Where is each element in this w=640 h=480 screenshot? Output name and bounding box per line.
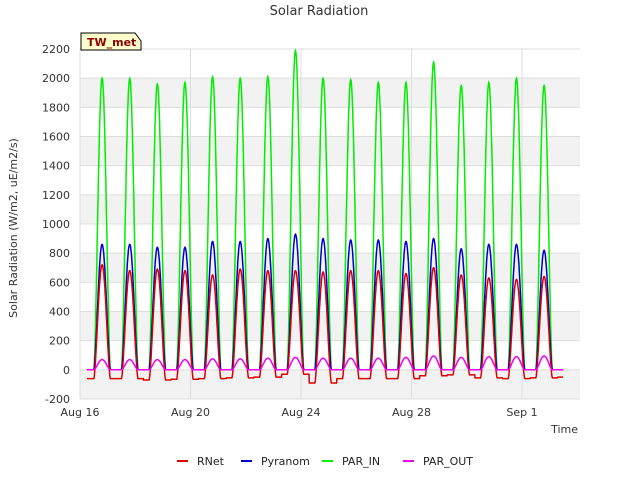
y-tick-label: 800 [49,247,70,260]
series-line-rnet [86,263,564,384]
y-tick-label: 400 [49,306,70,319]
x-tick-label: Aug 20 [171,406,210,419]
site-label-badge: TW_met [80,32,142,51]
x-axis-label: Time [550,423,578,436]
y-tick-label: 200 [49,335,70,348]
legend-label: PAR_OUT [423,455,473,468]
plot-band [80,136,580,166]
chart-title: Solar Radiation [270,4,369,19]
series-line-par-out [86,355,564,371]
legend-label: Pyranom [261,455,310,468]
legend: RNet Pyranom PAR_IN PAR_OUT [177,455,473,468]
legend-label: PAR_IN [342,455,380,468]
y-axis: -200 0 200 400 600 800 1000 1200 1400 1600 1800 200… [42,43,70,406]
legend-label: RNet [197,455,225,468]
y-tick-label: -200 [45,393,70,406]
plot-band [80,78,580,108]
y-tick-label: 1600 [42,131,70,144]
y-tick-label: 2000 [42,72,70,85]
x-tick-label: Sep 1 [506,406,537,419]
site-label-box [80,32,142,51]
y-tick-label: 1000 [42,218,70,231]
plot-band [80,194,580,224]
y-tick-label: 1800 [42,101,70,114]
x-axis: Aug 16 Aug 20 Aug 24 Aug 28 Sep 1 [61,406,538,419]
y-tick-label: 2200 [42,43,70,56]
y-tick-label: 1400 [42,160,70,173]
x-tick-label: Aug 28 [392,406,431,419]
site-label-text: TW_met [87,36,136,49]
y-tick-label: 600 [49,276,70,289]
y-tick-label: 0 [63,364,70,377]
y-axis-label: Solar Radiation (W/m2, uE/m2/s) [7,138,20,318]
series-lines [86,48,564,384]
x-tick-label: Aug 24 [282,406,321,419]
y-tick-label: 1200 [42,189,70,202]
x-tick-label: Aug 16 [61,406,100,419]
